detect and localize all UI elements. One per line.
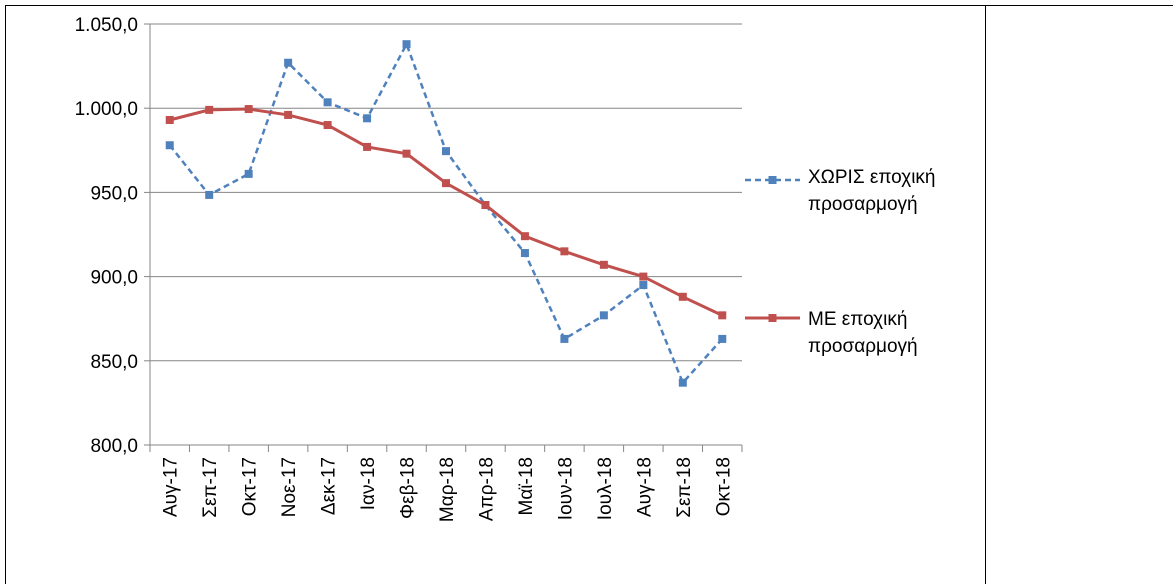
x-tick-label: Απρ-18 [476,457,497,521]
x-tick-label: Αυγ-18 [634,457,655,517]
point [560,334,569,343]
x-tick-label: Δεκ-17 [319,457,340,515]
x-tick-label: Φεβ-18 [398,457,419,519]
point [205,190,214,199]
point [520,232,529,241]
point [363,114,372,123]
x-tick-label: Μαϊ-18 [516,457,537,516]
x-tick-label: Μαρ-18 [437,457,458,522]
point [323,98,332,107]
point [599,260,608,269]
legend-text: ΧΩΡΙΣ εποχική προσαρμογή [808,167,936,215]
point [363,142,372,151]
series-line [168,41,724,386]
point [165,115,174,124]
x-tick-label: Σεπ-17 [200,457,221,518]
point [678,292,687,301]
y-tick-label: 900,0 [90,268,138,289]
point [244,105,253,114]
x-tick-label: Αυγ-17 [161,457,182,517]
point [678,378,687,387]
point [244,169,253,178]
point [560,247,569,256]
x-tick-label: Σεπ-18 [674,457,695,518]
x-tick-label: Οκτ-17 [240,457,261,516]
legend-marker [768,314,777,322]
y-tick-label: 1.050,0 [75,15,138,36]
y-tick-label: 1.000,0 [75,99,138,120]
point [639,272,648,281]
y-tick-label: 950,0 [90,183,138,204]
x-tick-label: Ιουν-18 [555,457,576,520]
point [205,105,214,114]
point [520,249,529,258]
point [639,281,648,290]
x-tick-label: Ιαν-18 [358,457,379,510]
frame [5,5,986,584]
point [718,311,727,320]
legend-marker [768,176,777,184]
point [402,40,411,49]
x-tick-label: Οκτ-18 [713,457,734,516]
point [718,334,727,343]
y-tick-label: 800,0 [90,436,138,457]
point [402,149,411,158]
point [165,141,174,150]
point [442,179,450,188]
x-tick-label: Ιουλ-18 [595,457,616,520]
x-tick-label: Νοε-17 [279,457,300,517]
point [284,58,293,67]
point [599,311,608,320]
point [323,121,332,130]
point [481,201,490,210]
point [284,110,293,119]
point [442,147,450,156]
legend-text: ΜΕ εποχική προσαρμογή [808,309,918,357]
y-tick-label: 850,0 [90,352,138,373]
